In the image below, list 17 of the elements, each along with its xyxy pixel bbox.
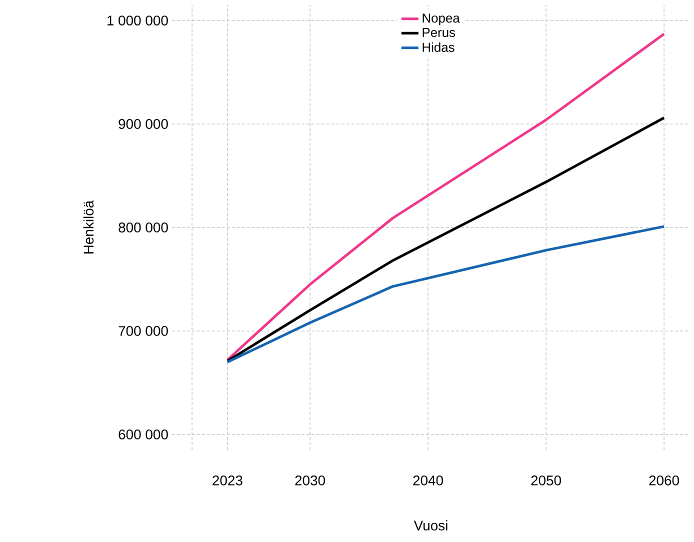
y-tick-label: 900 000 xyxy=(118,119,168,129)
line-series xyxy=(226,225,666,364)
x-tick-label: 2030 xyxy=(295,476,326,486)
line-series xyxy=(226,116,666,362)
legend-label: Hidas xyxy=(422,42,454,52)
x-tick-label: 2023 xyxy=(212,476,242,486)
y-tick-label: 700 000 xyxy=(118,326,168,336)
x-axis-title: Vuosi xyxy=(414,520,448,530)
legend-label: Perus xyxy=(422,28,456,38)
x-tick-label: 2050 xyxy=(531,476,562,486)
x-tick-label: 2060 xyxy=(649,476,680,486)
y-tick-label: 600 000 xyxy=(118,430,168,440)
x-tick-label: 2040 xyxy=(413,476,444,486)
y-axis-title: Henkilöä xyxy=(83,200,94,254)
y-tick-label: 800 000 xyxy=(118,222,168,232)
legend-label: Nopea xyxy=(422,14,460,26)
y-tick-label: 1 000 000 xyxy=(107,16,168,26)
